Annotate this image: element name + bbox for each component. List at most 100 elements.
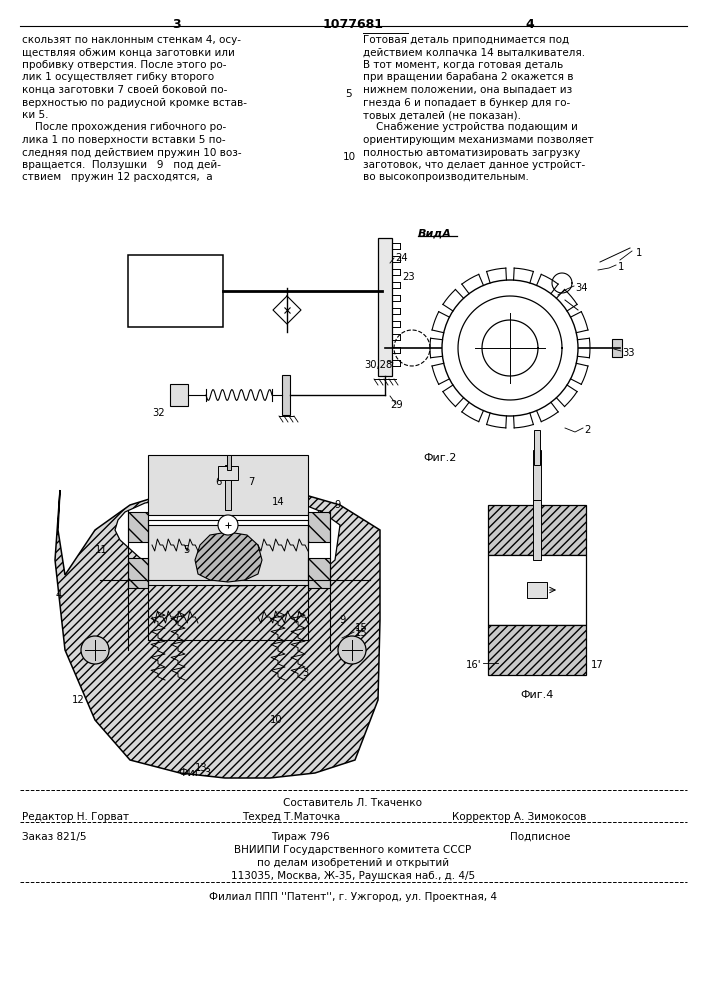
Text: нижнем положении, она выпадает из: нижнем положении, она выпадает из	[363, 85, 572, 95]
Polygon shape	[115, 495, 340, 586]
Text: заготовок, что делает данное устройст-: заготовок, что делает данное устройст-	[363, 160, 585, 170]
Text: 1: 1	[618, 262, 624, 272]
Text: 3: 3	[173, 18, 181, 31]
Circle shape	[81, 636, 109, 664]
Text: товых деталей (не показан).: товых деталей (не показан).	[363, 110, 521, 120]
Circle shape	[442, 280, 578, 416]
Text: ществляя обжим конца заготовки или: ществляя обжим конца заготовки или	[22, 47, 235, 57]
Text: 33: 33	[622, 348, 634, 358]
Text: верхностью по радиусной кромке встав-: верхностью по радиусной кромке встав-	[22, 98, 247, 107]
Text: пробивку отверстия. После этого ро-: пробивку отверстия. После этого ро-	[22, 60, 226, 70]
Text: 34: 34	[575, 283, 588, 293]
Text: 15: 15	[355, 623, 368, 633]
Text: полностью автоматизировать загрузку: полностью автоматизировать загрузку	[363, 147, 580, 157]
Bar	[534, 430, 540, 465]
Bar	[308, 558, 330, 588]
Polygon shape	[195, 532, 262, 582]
Polygon shape	[55, 488, 380, 778]
Text: 9: 9	[334, 500, 340, 510]
Text: 7: 7	[248, 477, 255, 487]
Circle shape	[338, 636, 366, 664]
Text: Филиал ППП ''Патент'', г. Ужгород, ул. Проектная, 4: Филиал ППП ''Патент'', г. Ужгород, ул. П…	[209, 892, 497, 902]
Text: Составитель Л. Ткаченко: Составитель Л. Ткаченко	[284, 798, 423, 808]
Text: 4: 4	[56, 590, 62, 600]
Text: 11: 11	[95, 545, 107, 555]
Text: следняя под действием пружин 10 воз-: следняя под действием пружин 10 воз-	[22, 147, 242, 157]
Text: В тот момент, когда готовая деталь: В тот момент, когда готовая деталь	[363, 60, 563, 70]
Text: 17: 17	[591, 660, 604, 670]
Text: 12: 12	[72, 695, 85, 705]
Bar	[128, 255, 223, 327]
Text: 2: 2	[342, 655, 349, 665]
Bar	[488, 555, 586, 625]
Text: лика 1 по поверхности вставки 5 по-: лика 1 по поверхности вставки 5 по-	[22, 135, 226, 145]
Bar	[488, 625, 586, 675]
Text: 4: 4	[525, 18, 534, 31]
Bar	[282, 375, 290, 415]
Text: 5: 5	[183, 545, 189, 555]
Text: 1: 1	[636, 248, 643, 258]
Text: вращается.  Ползушки   9   под дей-: вращается. Ползушки 9 под дей-	[22, 160, 221, 170]
Text: ВидА: ВидА	[418, 228, 452, 238]
Text: лик 1 осуществляет гибку второго: лик 1 осуществляет гибку второго	[22, 73, 214, 83]
Text: 13: 13	[195, 763, 208, 773]
Text: по делам изобретений и открытий: по делам изобретений и открытий	[257, 858, 449, 868]
Text: скользят по наклонным стенкам 4, осу-: скользят по наклонным стенкам 4, осу-	[22, 35, 241, 45]
Text: Корректор А. Зимокосов: Корректор А. Зимокосов	[452, 812, 586, 822]
Text: Фиг.2: Фиг.2	[423, 453, 457, 463]
Bar	[225, 465, 231, 510]
Bar	[128, 558, 148, 588]
Text: 29: 29	[390, 400, 403, 410]
Text: 14: 14	[272, 497, 285, 507]
Text: 8: 8	[316, 510, 322, 520]
Text: 2: 2	[584, 425, 590, 435]
Bar	[227, 455, 231, 470]
Text: ВНИИПИ Государственного комитета СССР: ВНИИПИ Государственного комитета СССР	[235, 845, 472, 855]
Bar	[612, 339, 622, 357]
Text: 10: 10	[270, 715, 283, 725]
Text: 9: 9	[339, 615, 346, 625]
Text: Тираж 796: Тираж 796	[271, 832, 329, 842]
Bar	[488, 505, 586, 555]
Text: 6: 6	[215, 477, 221, 487]
Text: конца заготовки 7 своей боковой по-: конца заготовки 7 своей боковой по-	[22, 85, 228, 95]
Bar	[533, 450, 541, 500]
Text: 5: 5	[346, 89, 352, 99]
Text: 15: 15	[355, 628, 368, 638]
Bar	[527, 582, 547, 598]
Text: 3: 3	[302, 668, 308, 678]
Bar	[170, 384, 188, 406]
Text: I: I	[216, 463, 220, 473]
Text: ки 5.: ки 5.	[22, 110, 49, 120]
Text: 32: 32	[152, 408, 165, 418]
Bar	[148, 455, 308, 515]
Text: 16': 16'	[466, 660, 481, 670]
Text: 10: 10	[342, 151, 356, 161]
Text: Заказ 821/5: Заказ 821/5	[22, 832, 86, 842]
Text: Снабжение устройства подающим и: Снабжение устройства подающим и	[363, 122, 578, 132]
Bar	[533, 500, 541, 560]
Text: Редактор Н. Горват: Редактор Н. Горват	[22, 812, 129, 822]
Text: 23: 23	[402, 272, 414, 282]
Text: во высокопроизводительным.: во высокопроизводительным.	[363, 172, 529, 182]
Text: Фиг.4: Фиг.4	[520, 690, 554, 700]
Text: при вращении барабана 2 окажется в: при вращении барабана 2 окажется в	[363, 73, 573, 83]
Text: 113035, Москва, Ж-35, Раушская наб., д. 4/5: 113035, Москва, Ж-35, Раушская наб., д. …	[231, 871, 475, 881]
Text: ориентирующим механизмами позволяет: ориентирующим механизмами позволяет	[363, 135, 594, 145]
Bar	[308, 512, 330, 542]
Text: действием колпачка 14 выталкивателя.: действием колпачка 14 выталкивателя.	[363, 47, 585, 57]
Text: ствием   пружин 12 расходятся,  а: ствием пружин 12 расходятся, а	[22, 172, 213, 182]
Text: Готовая деталь приподнимается под: Готовая деталь приподнимается под	[363, 35, 569, 45]
Bar	[378, 238, 392, 376]
Text: 24: 24	[395, 253, 408, 263]
Text: гнезда 6 и попадает в бункер для го-: гнезда 6 и попадает в бункер для го-	[363, 98, 571, 107]
Text: 30,28: 30,28	[364, 360, 392, 370]
Text: Техред Т.Маточка: Техред Т.Маточка	[242, 812, 340, 822]
Text: После прохождения гибочного ро-: После прохождения гибочного ро-	[22, 122, 226, 132]
Bar	[128, 512, 148, 542]
Bar	[218, 466, 238, 480]
Text: 1077681: 1077681	[322, 18, 383, 31]
Text: Подписное: Подписное	[510, 832, 571, 842]
Text: Фиг.3: Фиг.3	[178, 768, 211, 778]
Bar	[148, 525, 308, 585]
